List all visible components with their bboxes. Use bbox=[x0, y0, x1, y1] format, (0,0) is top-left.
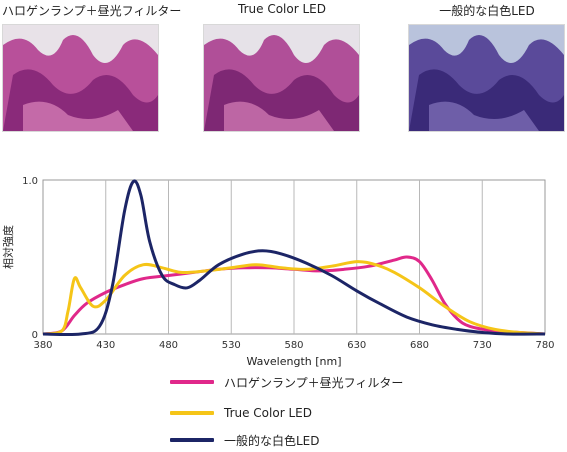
x-tick-label-630: 630 bbox=[347, 340, 366, 351]
legend-label-halogen: ハロゲンランプ＋昼光フィルター bbox=[224, 374, 403, 391]
x-tick-label-380: 380 bbox=[33, 340, 52, 351]
image-caption-whiteled: 一般的な白色LED bbox=[408, 2, 566, 19]
tissue-image-truecolor bbox=[203, 24, 360, 132]
spectrum-chart: 380 430 480 530 580 630 680 730 780 0 1.0 Waveleng… bbox=[0, 150, 567, 370]
y-axis-label: 相対強度 bbox=[1, 225, 15, 269]
legend-item-halogen: ハロゲンランプ＋昼光フィルター bbox=[170, 372, 403, 392]
legend-swatch-whiteled bbox=[170, 438, 214, 442]
x-axis-label: Wavelength [nm] bbox=[246, 355, 341, 368]
legend-label-truecolor: True Color LED bbox=[224, 406, 312, 420]
x-tick-label-480: 480 bbox=[159, 340, 178, 351]
legend-item-truecolor: True Color LED bbox=[170, 403, 312, 423]
x-tick-label-730: 730 bbox=[473, 340, 492, 351]
tissue-image-halogen bbox=[2, 24, 159, 132]
legend-label-whiteled: 一般的な白色LED bbox=[224, 432, 320, 449]
legend-item-whiteled: 一般的な白色LED bbox=[170, 430, 320, 450]
x-tick-label-780: 780 bbox=[535, 340, 554, 351]
y-tick-label-0: 0 bbox=[32, 330, 38, 341]
x-tick-label-680: 680 bbox=[410, 340, 429, 351]
y-tick-label-1.0: 1.0 bbox=[22, 176, 38, 187]
image-caption-halogen: ハロゲンランプ＋昼光フィルター bbox=[2, 2, 160, 19]
x-tick-label-430: 430 bbox=[96, 340, 115, 351]
x-tick-label-530: 530 bbox=[222, 340, 241, 351]
image-caption-truecolor: True Color LED bbox=[203, 2, 361, 16]
legend-swatch-truecolor bbox=[170, 411, 214, 415]
x-tick-label-580: 580 bbox=[284, 340, 303, 351]
tissue-image-whiteled bbox=[408, 24, 565, 132]
legend-swatch-halogen bbox=[170, 380, 214, 384]
